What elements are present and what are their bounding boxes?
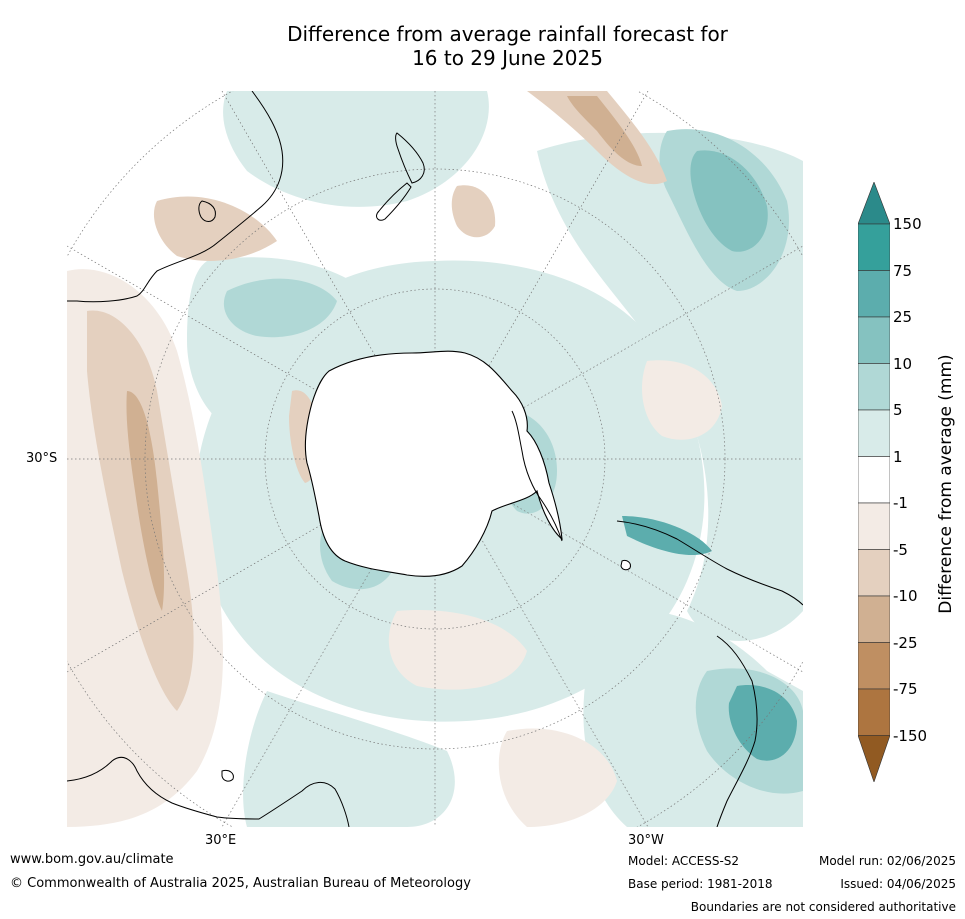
colorbar-segment bbox=[858, 270, 890, 318]
base-period-text: Base period: 1981-2018 bbox=[628, 877, 773, 891]
map-title: Difference from average rainfall forecas… bbox=[160, 22, 855, 70]
dry-patch-ne-small bbox=[451, 185, 496, 238]
dry-patch-south-right bbox=[498, 728, 617, 827]
wet-patch-indian bbox=[223, 278, 337, 338]
colorbar-tick-label: -150 bbox=[893, 726, 928, 745]
colorbar-tick-label: 5 bbox=[893, 401, 903, 419]
latitude-circle-2 bbox=[264, 288, 606, 630]
copyright-text: © Commonwealth of Australia 2025, Austra… bbox=[10, 876, 471, 891]
colorbar-segment bbox=[858, 316, 890, 364]
colorbar-segment bbox=[858, 549, 890, 597]
dry-patch-south bbox=[388, 610, 527, 690]
wet-core-ne bbox=[690, 150, 768, 252]
colorbar-segment bbox=[858, 456, 890, 504]
title-line-1: Difference from average rainfall forecas… bbox=[287, 22, 728, 46]
south-america-east-coast bbox=[716, 635, 758, 827]
website-link[interactable]: www.bom.gov.au/climate bbox=[10, 852, 174, 867]
new-zealand-north-island bbox=[395, 132, 425, 184]
colorbar-tick-label: -75 bbox=[893, 680, 918, 698]
colorbar-segment bbox=[858, 595, 890, 643]
colorbar-segment bbox=[858, 409, 890, 457]
colorbar-tick-label: -5 bbox=[893, 540, 908, 559]
colorbar-tick-label: 10 bbox=[893, 354, 913, 373]
latitude-label: 30°S bbox=[26, 451, 58, 466]
colorbar-segment bbox=[858, 363, 890, 411]
colorbar-segment bbox=[858, 642, 890, 690]
wet-band-south bbox=[243, 691, 455, 827]
antarctica-landmass bbox=[304, 350, 563, 577]
issued-text: Issued: 04/06/2025 bbox=[840, 877, 956, 891]
colorbar bbox=[858, 182, 890, 782]
colorbar-extend-top bbox=[858, 182, 890, 225]
rainfall-map bbox=[67, 91, 803, 827]
title-line-2: 16 to 29 June 2025 bbox=[412, 46, 603, 70]
antarctic-peninsula bbox=[511, 410, 563, 542]
south-america-coastline bbox=[616, 520, 803, 606]
dry-streak-west bbox=[126, 391, 165, 611]
model-run-text: Model run: 02/06/2025 bbox=[818, 854, 956, 868]
colorbar-segment bbox=[858, 688, 890, 736]
africa-coastline bbox=[67, 91, 284, 303]
colorbar-tick-label: 1 bbox=[893, 447, 903, 466]
madagascar-outline bbox=[198, 200, 216, 222]
tasmania-outline bbox=[221, 770, 234, 782]
colorbar-tick-label: 75 bbox=[893, 261, 913, 280]
colorbar-tick-label: 25 bbox=[893, 308, 913, 326]
longitude-label-left: 30°E bbox=[205, 833, 237, 848]
dry-ribbon-ne-core bbox=[567, 96, 642, 166]
colorbar-tick-label: -10 bbox=[893, 587, 918, 605]
new-zealand-south-island bbox=[376, 182, 412, 221]
model-text: Model: ACCESS-S2 bbox=[628, 854, 740, 868]
wet-band-north bbox=[223, 91, 489, 207]
dry-patch-east bbox=[642, 360, 722, 440]
colorbar-tick-label: -1 bbox=[893, 494, 908, 512]
australia-coastline bbox=[67, 756, 350, 827]
colorbar-extend-bottom bbox=[858, 735, 890, 782]
disclaimer-text: Boundaries are not considered authoritat… bbox=[690, 900, 956, 914]
longitude-label-right: 30°W bbox=[628, 833, 664, 848]
dry-streak-nw bbox=[153, 196, 277, 261]
falkland-islands bbox=[620, 560, 631, 571]
colorbar-tick-label: -25 bbox=[893, 633, 918, 652]
colorbar-segment bbox=[858, 502, 890, 550]
colorbar-segment bbox=[858, 223, 890, 271]
colorbar-tick-label: 150 bbox=[893, 215, 922, 233]
latitude-circle-3 bbox=[144, 168, 726, 750]
colorbar-label: Difference from average (mm) bbox=[936, 354, 956, 614]
wet-core-se bbox=[728, 685, 797, 761]
